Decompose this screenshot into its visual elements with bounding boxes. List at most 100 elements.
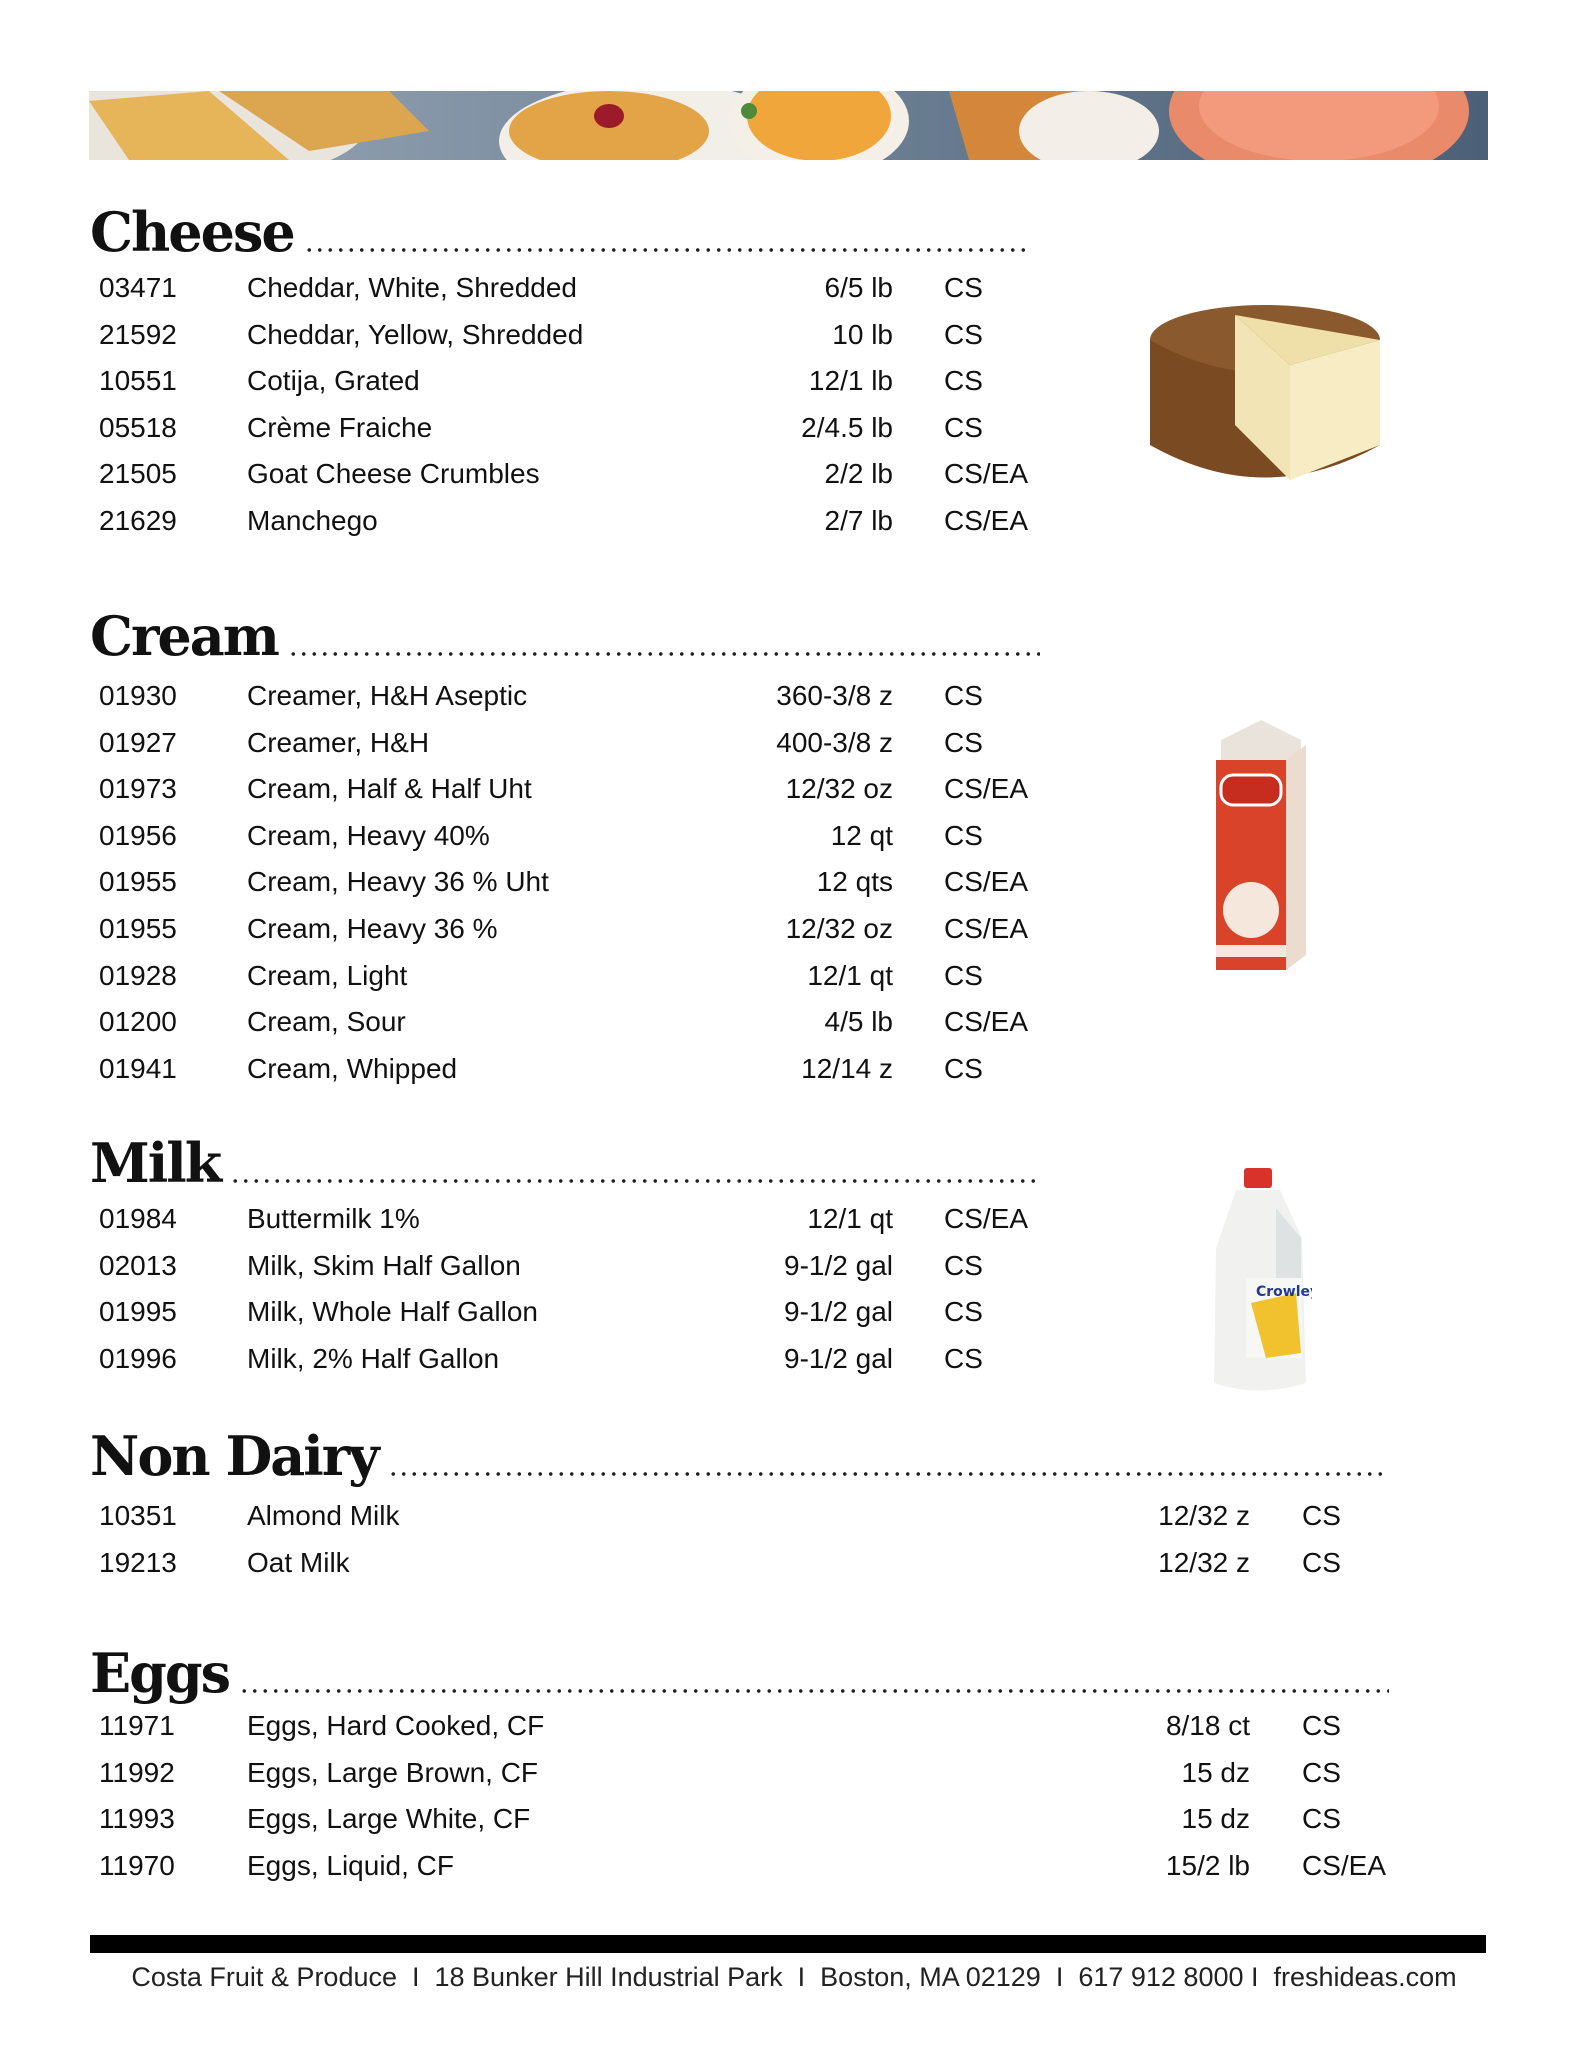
- item-unit: CS: [1302, 1756, 1341, 1788]
- dot-leader: [303, 247, 1030, 253]
- item-pack: 9-1/2 gal: [784, 1249, 893, 1281]
- milk-jug-image: Crowley: [1214, 1168, 1312, 1391]
- item-name: Milk, Skim Half Gallon: [247, 1249, 521, 1281]
- item-name: Cream, Sour: [247, 1006, 406, 1038]
- svg-text:Crowley: Crowley: [1256, 1284, 1312, 1300]
- item-unit: CS/EA: [944, 505, 1029, 536]
- cheese-image: [1150, 305, 1380, 480]
- item-name: Almond Milk: [247, 1500, 400, 1531]
- item-code: 21505: [99, 458, 177, 490]
- item-code: 01200: [99, 1006, 177, 1038]
- item-code: 11971: [99, 1710, 175, 1741]
- item-code: 11992: [99, 1756, 175, 1788]
- section-heading: Cream: [90, 603, 1040, 669]
- item-unit: CS: [944, 1296, 983, 1328]
- item-code: 01941: [99, 1052, 177, 1084]
- item-code: 01928: [99, 959, 177, 991]
- item-pack: 12 qt: [830, 819, 893, 851]
- item-pack: 15 dz: [1181, 1756, 1251, 1788]
- item-name: Creamer, H&H Aseptic: [247, 680, 528, 711]
- item-code: 01984: [99, 1203, 177, 1234]
- section-heading: Non Dairy: [90, 1423, 1389, 1489]
- item-unit: CS/EA: [944, 773, 1029, 805]
- item-pack: 12/32 z: [1158, 1500, 1250, 1531]
- item-code: 10551: [99, 365, 177, 397]
- footer-bar: [90, 1935, 1486, 1953]
- item-code: 19213: [99, 1546, 177, 1578]
- banner: [89, 91, 1488, 160]
- item-pack: 10 lb: [832, 318, 893, 350]
- item-pack: 12/32 z: [1158, 1546, 1250, 1578]
- item-unit: CS: [944, 680, 983, 711]
- item-name: Crème Fraiche: [247, 411, 433, 443]
- item-name: Cream, Heavy 36 %: [247, 913, 498, 944]
- item-unit: CS/EA: [944, 1203, 1029, 1234]
- item-name: Cream, Half & Half Uht: [247, 773, 532, 805]
- item-pack: 15 dz: [1181, 1803, 1251, 1835]
- item-code: 05518: [99, 411, 177, 443]
- item-name: Eggs, Liquid, CF: [247, 1849, 454, 1881]
- item-code: 01955: [99, 866, 177, 898]
- item-unit: CS: [944, 411, 983, 443]
- item-code: 01973: [99, 773, 177, 805]
- item-code: 01930: [99, 680, 177, 711]
- dot-leader: [239, 1688, 1389, 1694]
- item-unit: CS/EA: [944, 913, 1029, 944]
- item-name: Goat Cheese Crumbles: [247, 458, 540, 490]
- item-name: Buttermilk 1%: [247, 1203, 420, 1234]
- item-code: 21592: [99, 318, 177, 350]
- item-unit: CS/EA: [944, 1006, 1029, 1038]
- item-unit: CS: [944, 1052, 983, 1084]
- item-pack: 9-1/2 gal: [784, 1296, 893, 1328]
- item-unit: CS: [944, 1342, 983, 1374]
- section-title: Cream: [90, 604, 280, 668]
- item-code: 11970: [99, 1849, 175, 1881]
- section-title: Eggs: [90, 1641, 231, 1705]
- item-code: 01996: [99, 1342, 177, 1374]
- item-pack: 12/32 oz: [785, 913, 893, 944]
- item-unit: CS: [944, 272, 983, 303]
- item-code: 02013: [99, 1249, 177, 1281]
- item-unit: CS: [944, 1249, 983, 1281]
- item-name: Cream, Heavy 40%: [247, 819, 490, 851]
- item-name: Cotija, Grated: [247, 365, 420, 397]
- item-unit: CS: [944, 959, 983, 991]
- item-pack: 2/2 lb: [824, 458, 894, 490]
- item-pack: 12/1 qt: [807, 1203, 893, 1234]
- item-pack: 6/5 lb: [824, 272, 894, 303]
- item-pack: 4/5 lb: [824, 1006, 894, 1038]
- item-pack: 12/14 z: [801, 1052, 893, 1084]
- item-unit: CS/EA: [1302, 1849, 1387, 1881]
- section-heading: Eggs: [90, 1640, 1389, 1706]
- item-unit: CS: [1302, 1500, 1341, 1531]
- item-name: Eggs, Hard Cooked, CF: [247, 1710, 545, 1741]
- item-unit: CS: [944, 318, 983, 350]
- item-code: 01927: [99, 726, 177, 758]
- dot-leader: [387, 1471, 1389, 1477]
- item-pack: 2/4.5 lb: [801, 411, 893, 443]
- item-name: Oat Milk: [247, 1546, 350, 1578]
- item-name: Manchego: [247, 505, 378, 536]
- item-name: Cream, Heavy 36 % Uht: [247, 866, 549, 898]
- item-unit: CS: [944, 819, 983, 851]
- item-pack: 12/1 lb: [808, 365, 893, 397]
- footer-text: Costa Fruit & Produce I 18 Bunker Hill I…: [131, 1962, 1457, 1992]
- item-name: Creamer, H&H: [247, 726, 430, 758]
- item-pack: 400-3/8 z: [776, 726, 893, 758]
- item-name: Cream, Whipped: [247, 1052, 458, 1084]
- dot-leader: [230, 1178, 1040, 1184]
- item-pack: 15/2 lb: [1165, 1849, 1250, 1881]
- item-unit: CS: [944, 726, 983, 758]
- cream-carton-image: [1216, 720, 1306, 970]
- section-heading: Milk: [90, 1130, 1040, 1196]
- section-title: Milk: [90, 1131, 222, 1195]
- item-pack: 8/18 ct: [1165, 1710, 1250, 1741]
- item-code: 01956: [99, 819, 177, 851]
- item-unit: CS/EA: [944, 458, 1029, 490]
- item-pack: 12/32 oz: [785, 773, 893, 805]
- item-name: Milk, 2% Half Gallon: [247, 1342, 500, 1374]
- item-unit: CS: [1302, 1803, 1341, 1835]
- item-name: Eggs, Large White, CF: [247, 1803, 531, 1835]
- item-pack: 360-3/8 z: [776, 680, 893, 711]
